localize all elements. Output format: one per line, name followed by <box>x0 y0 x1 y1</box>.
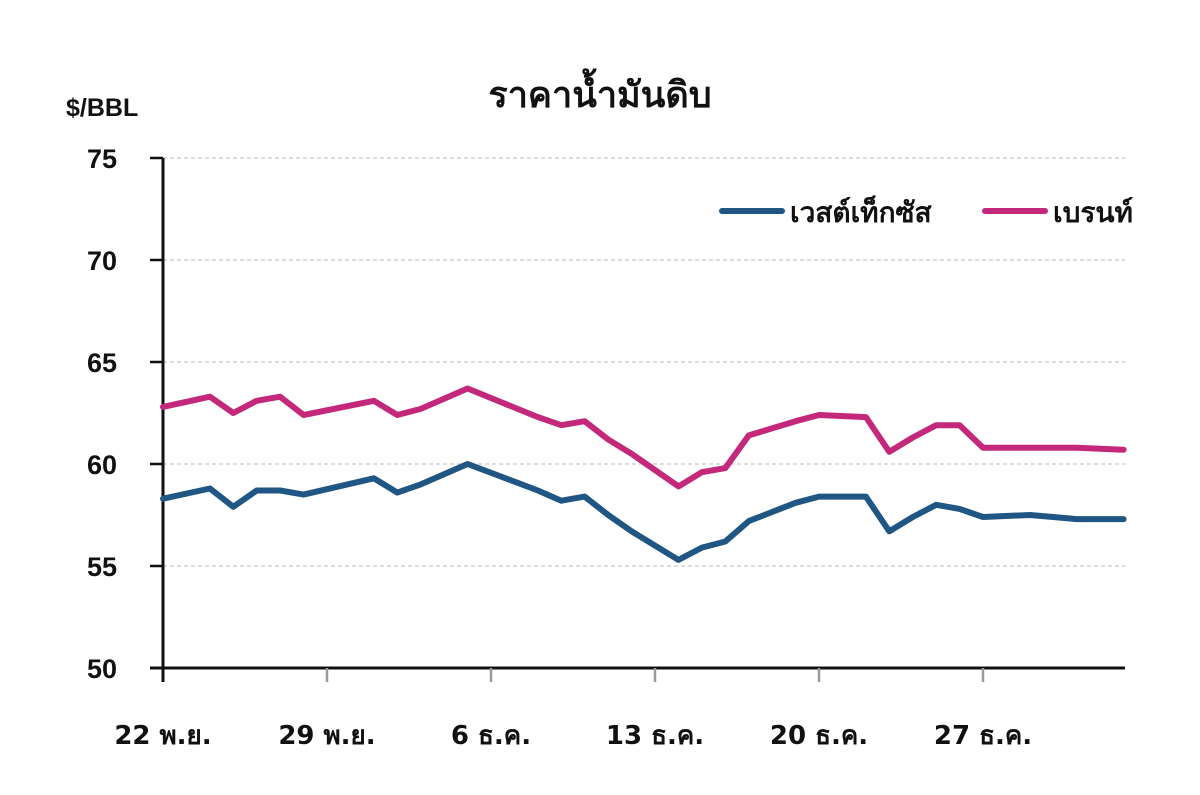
y-tick-label: 65 <box>87 348 117 378</box>
chart-title: ราคาน้ำมันดิบ <box>488 75 712 116</box>
series-line-wti <box>160 461 1127 563</box>
y-tick-label: 50 <box>87 654 117 684</box>
x-tick-label: 27 ธ.ค. <box>934 721 1032 751</box>
x-tick-label: 22 พ.ย. <box>114 721 211 751</box>
x-axis-ticks: 22 พ.ย. 29 พ.ย. 6 ธ.ค. 13 ธ.ค. 20 ธ.ค. 27 ธ.ค… <box>114 668 1032 751</box>
legend: เวสต์เท็กซัส เบรนท์ <box>719 195 1133 229</box>
series-lines <box>160 385 1127 563</box>
y-axis-unit-label: $/BBL <box>66 94 139 122</box>
y-tick-label: 60 <box>87 450 117 480</box>
x-tick-label: 6 ธ.ค. <box>451 721 531 751</box>
y-tick-label: 75 <box>87 144 117 174</box>
x-tick-label: 13 ธ.ค. <box>606 721 704 751</box>
legend-label-brent: เบรนท์ <box>1053 196 1133 229</box>
y-axis-ticks: 50 55 60 65 70 75 <box>87 144 163 684</box>
y-tick-label: 55 <box>87 552 117 582</box>
x-tick-label: 20 ธ.ค. <box>770 721 868 751</box>
grid-lines <box>163 157 1125 567</box>
axes <box>150 158 1125 682</box>
series-line-brent <box>160 385 1127 490</box>
legend-label-wti: เวสต์เท็กซัส <box>790 195 933 229</box>
y-tick-label: 70 <box>87 246 117 276</box>
x-tick-label: 29 พ.ย. <box>278 721 375 751</box>
